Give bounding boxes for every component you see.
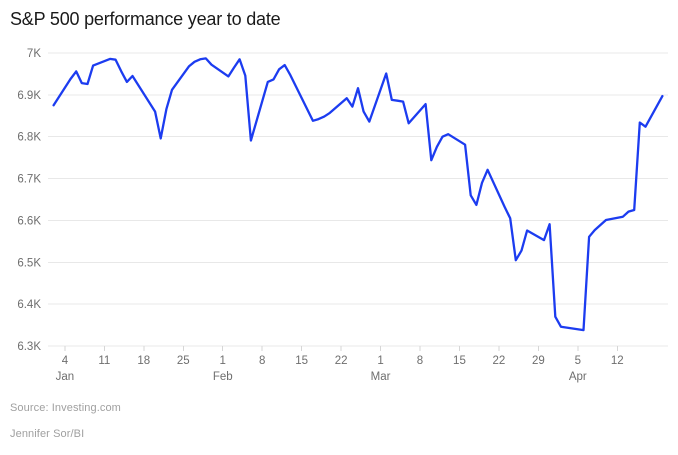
x-tick-label: 25 [177,355,190,367]
x-month-label: Jan [56,371,75,383]
x-tick-label: 1 [220,355,226,367]
y-tick-label: 6.8K [17,132,41,144]
x-tick-label: 8 [417,355,423,367]
x-tick-label: 15 [453,355,466,367]
author-credit: Jennifer Sor/BI [10,428,85,440]
x-tick-label: 1 [377,355,383,367]
price-line [52,57,664,332]
x-tick-label: 22 [335,355,348,367]
x-tick-label: 18 [137,355,150,367]
x-month-label: Feb [213,371,233,383]
y-tick-label: 6.9K [17,90,41,102]
y-tick-label: 6.3K [17,341,41,353]
x-tick-label: 11 [98,355,110,367]
y-tick-label: 6.5K [17,257,41,269]
x-tick-label: 12 [611,355,624,367]
y-tick-label: 6.4K [17,299,41,311]
y-tick-label: 6.7K [17,174,41,186]
x-tick-label: 15 [295,355,308,367]
x-month-label: Mar [371,371,391,383]
x-tick-label: 22 [493,355,506,367]
x-tick-label: 4 [62,355,69,367]
source-credit: Source: Investing.com [10,402,121,414]
page-title: S&P 500 performance year to date [10,9,281,29]
x-tick-label: 29 [532,355,545,367]
x-tick-label: 8 [259,355,265,367]
x-tick-label: 5 [575,355,581,367]
y-tick-label: 7K [27,48,41,60]
x-month-label: Apr [569,371,587,383]
y-tick-label: 6.6K [17,215,41,227]
